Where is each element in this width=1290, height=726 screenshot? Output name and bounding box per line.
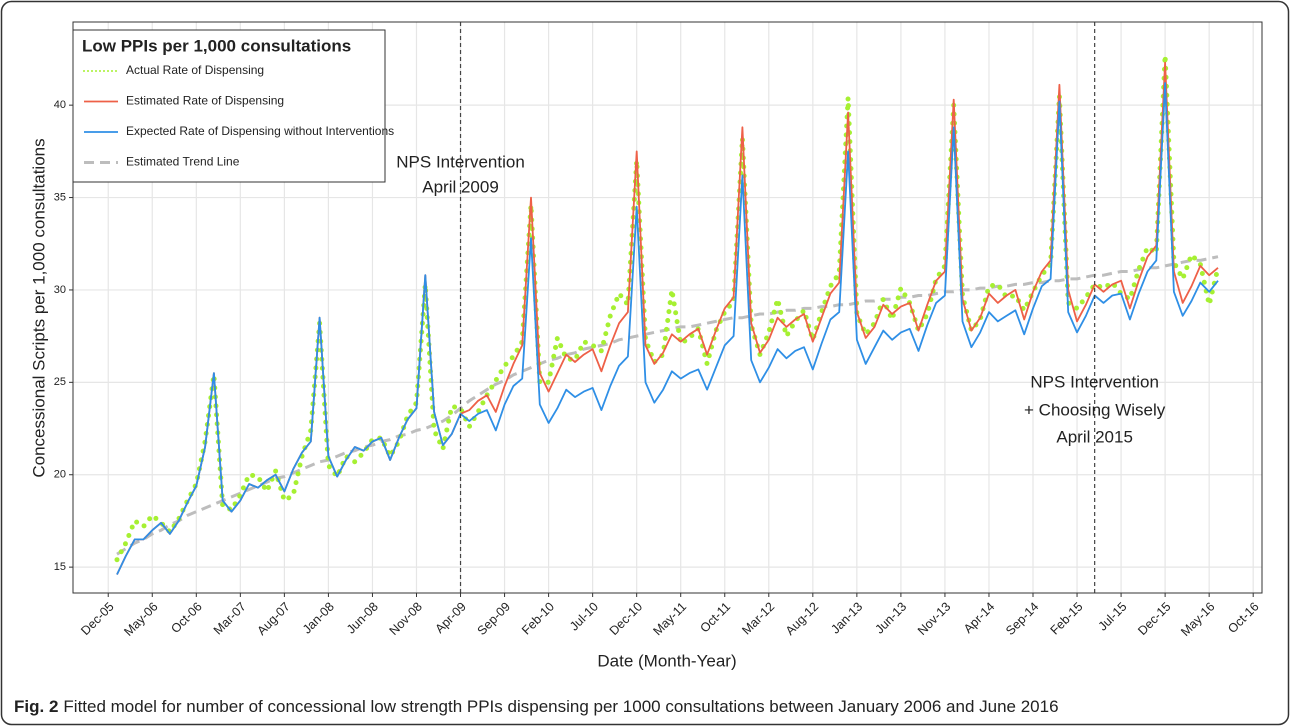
annotation: NPS Intervention xyxy=(396,152,525,171)
y-tick-label: 20 xyxy=(54,469,66,481)
y-tick-label: 35 xyxy=(54,191,66,203)
plot-border xyxy=(72,21,1263,594)
x-axis-title: Date (Month-Year) xyxy=(597,651,736,670)
y-axis-title: Concessional Scripts per 1,000 consultat… xyxy=(29,138,48,477)
legend-label: Estimated Rate of Dispensing xyxy=(126,94,284,108)
annotation: NPS Intervention xyxy=(1030,372,1159,391)
annotation: April 2015 xyxy=(1056,427,1133,446)
annotation: + Choosing Wisely xyxy=(1024,400,1166,419)
data-line xyxy=(116,82,1219,575)
caption-text: Fitted model for number of concessional … xyxy=(63,697,1058,716)
annotation: April 2009 xyxy=(422,177,499,196)
y-tick-label: 40 xyxy=(54,99,66,111)
y-tick-label: 15 xyxy=(54,561,66,573)
legend-label: Actual Rate of Dispensing xyxy=(126,63,264,77)
caption-label: Fig. 2 xyxy=(14,697,58,716)
legend-label: Expected Rate of Dispensing without Inte… xyxy=(126,124,394,138)
legend-label: Estimated Trend Line xyxy=(126,155,240,169)
legend-box xyxy=(72,29,386,183)
legend-title: Low PPIs per 1,000 consultations xyxy=(82,36,351,55)
caption: Fig. 2 Fitted model for number of concess… xyxy=(14,697,1059,716)
y-tick-label: 30 xyxy=(54,284,66,296)
y-tick-label: 25 xyxy=(54,376,66,388)
